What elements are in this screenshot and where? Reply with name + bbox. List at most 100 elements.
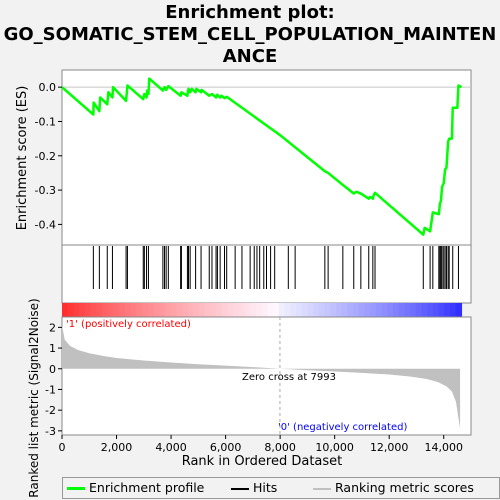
gradient-segment: [278, 303, 286, 317]
gradient-segment: [119, 303, 126, 317]
gradient-segment: [256, 303, 263, 317]
gradient-segment: [221, 303, 229, 317]
gradient-segment: [261, 303, 269, 317]
gradient-segment: [67, 303, 75, 317]
gradient-segment: [455, 303, 463, 317]
gradient-segment: [233, 303, 240, 317]
title-line-1: Enrichment plot:: [165, 2, 335, 23]
metric-plot-area: [61, 316, 472, 436]
gradient-segment: [227, 303, 234, 317]
gradient-segment: [415, 303, 423, 317]
gradient-segment: [330, 303, 337, 317]
gradient-segment: [101, 303, 109, 317]
gradient-segment: [353, 303, 360, 317]
legend: Enrichment profile Hits Ranking metric s…: [62, 477, 500, 499]
gradient-segment: [159, 303, 166, 317]
es-series: [61, 77, 463, 236]
zero-cross-label: Zero cross at 7993: [242, 372, 336, 383]
gradient-segment: [141, 303, 149, 317]
gradient-segment: [290, 303, 297, 317]
gradient-segment: [113, 303, 120, 317]
gradient-segment: [124, 303, 132, 317]
positive-label: '1' (positively correlated): [66, 319, 191, 330]
gradient-segment: [347, 303, 354, 317]
title-line-3: ANCE: [222, 46, 278, 67]
gradient-segment: [90, 303, 97, 317]
x-tick-label: 14,000: [424, 441, 463, 454]
gradient-segment: [136, 303, 143, 317]
gradient-segment: [341, 303, 348, 317]
gradient-segment: [244, 303, 251, 317]
gradient-segment: [307, 303, 314, 317]
legend-gray-swatch: [313, 487, 331, 490]
hit-lines: [92, 246, 459, 289]
gradient-segment: [273, 303, 280, 317]
gradient-segment: [79, 303, 86, 317]
gradient-segment: [147, 303, 154, 317]
gradient-segment: [358, 303, 366, 317]
metric-y-tick-label: -2: [45, 404, 56, 417]
gradient-segment: [250, 303, 257, 317]
legend-label-ranking: Ranking metric scores: [335, 480, 474, 495]
gradient-segment: [387, 303, 394, 317]
gradient-segment: [210, 303, 217, 317]
legend-label-hits: Hits: [253, 480, 278, 495]
gradient-segment: [432, 303, 440, 317]
title-line-2: GO_SOMATIC_STEM_CELL_POPULATION_MAINTEN: [3, 24, 497, 45]
es-y-tick-label: -0.2: [35, 150, 56, 163]
gradient-segment: [404, 303, 411, 317]
gradient-segment: [421, 303, 428, 317]
gradient-segment: [324, 303, 331, 317]
legend-label-enrichment: Enrichment profile: [89, 480, 205, 495]
gradient-segment: [62, 303, 69, 317]
legend-green-swatch: [67, 487, 85, 490]
gradient-segment: [84, 303, 92, 317]
x-tick-label: 2,000: [101, 441, 133, 454]
es-y-axis-label: Enrichment score (ES): [15, 86, 30, 231]
x-tick-label: 12,000: [370, 441, 409, 454]
gradient-segment: [96, 303, 103, 317]
legend-ranking-metric: Ranking metric scores: [313, 480, 474, 495]
gradient-segment: [295, 303, 303, 317]
gradient-segment: [410, 303, 417, 317]
gradient-segment: [73, 303, 80, 317]
gradient-segment: [267, 303, 274, 317]
gradient-segment: [381, 303, 388, 317]
gradient-segment: [370, 303, 377, 317]
x-tick-label: 10,000: [315, 441, 354, 454]
gradient-segment: [130, 303, 137, 317]
x-tick-label: 0: [59, 441, 66, 454]
gradient-segment: [170, 303, 177, 317]
legend-black-swatch: [231, 487, 249, 490]
gradient-segment: [438, 303, 445, 317]
metric-y-axis-label: Ranked list metric (Signal2Noise): [27, 298, 41, 497]
gradient-segment: [335, 303, 343, 317]
metric-y-tick-label: -1: [45, 383, 56, 396]
gradient-segment: [164, 303, 172, 317]
metric-y-tick-label: 2: [49, 321, 56, 334]
gradient-segment: [450, 303, 457, 317]
x-tick-label: 6,000: [210, 441, 242, 454]
gradient-segment: [181, 303, 189, 317]
gradient-segment: [427, 303, 434, 317]
gradient-segment: [444, 303, 451, 317]
es-y-tick-label: -0.1: [35, 115, 56, 128]
gradient-segment: [198, 303, 206, 317]
gradient-segment: [318, 303, 326, 317]
metric-y-tick-label: -3: [45, 425, 56, 438]
gradient-segment: [193, 303, 200, 317]
gradient-segment: [176, 303, 183, 317]
gradient-segment: [364, 303, 371, 317]
es-y-tick-label: -0.4: [35, 218, 56, 231]
metric-y-tick-label: 0: [49, 363, 56, 376]
gradient-segment: [204, 303, 211, 317]
es-y-tick-label: 0.0: [39, 81, 57, 94]
gradient-segment: [313, 303, 320, 317]
metric-series: [62, 317, 461, 435]
x-axis-label: Rank in Ordered Dataset: [182, 454, 343, 469]
gradient-segment: [187, 303, 194, 317]
gradient-segment: [398, 303, 405, 317]
gradient-segment: [301, 303, 308, 317]
legend-enrichment-profile: Enrichment profile: [67, 480, 204, 495]
